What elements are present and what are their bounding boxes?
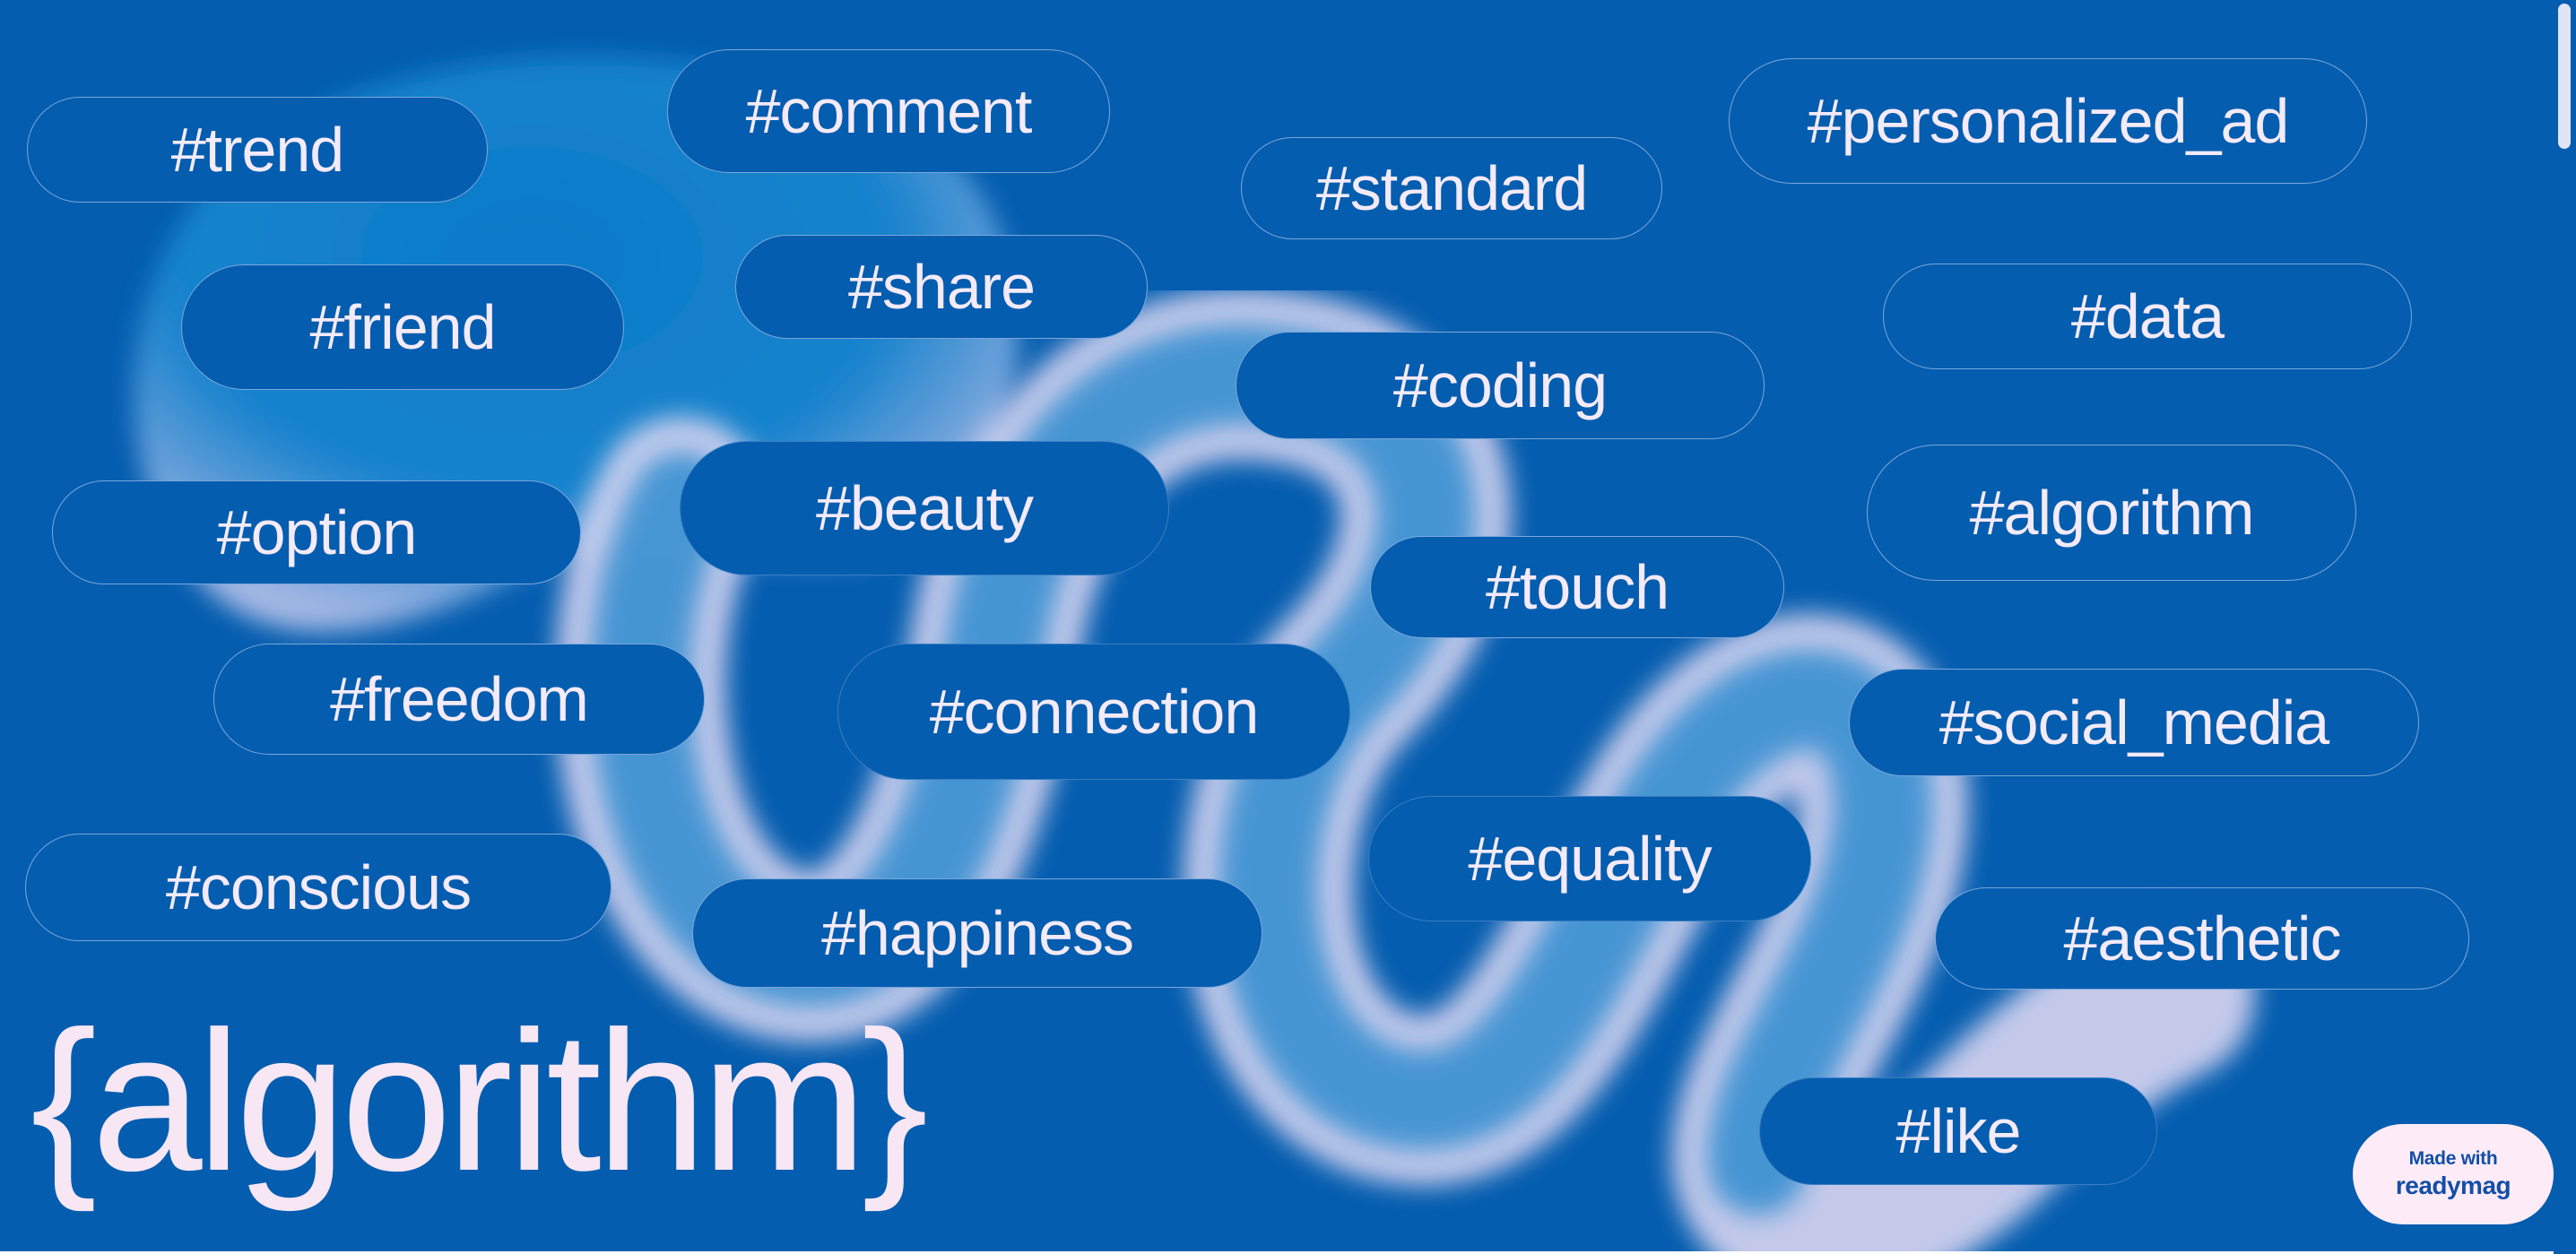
hashtag-happiness[interactable]: #happiness bbox=[692, 878, 1262, 988]
hashtag-personalized-ad[interactable]: #personalized_ad bbox=[1729, 58, 2367, 184]
hashtag-touch[interactable]: #touch bbox=[1370, 536, 1784, 638]
hashtag-like[interactable]: #like bbox=[1759, 1077, 2157, 1185]
hashtag-freedom[interactable]: #freedom bbox=[213, 644, 705, 755]
page-title: {algorithm} bbox=[30, 990, 928, 1213]
page-bottom-edge bbox=[0, 1251, 2554, 1254]
badge-made-with-text: Made with bbox=[2408, 1148, 2498, 1169]
readymag-logo: readymag bbox=[2395, 1172, 2511, 1199]
hashtag-aesthetic[interactable]: #aesthetic bbox=[1935, 887, 2469, 990]
scrollbar-thumb[interactable] bbox=[2558, 4, 2571, 149]
hashtag-option[interactable]: #option bbox=[52, 480, 581, 584]
hashtag-share[interactable]: #share bbox=[735, 235, 1148, 339]
hashtag-standard[interactable]: #standard bbox=[1241, 137, 1662, 239]
hashtag-connection[interactable]: #connection bbox=[837, 644, 1350, 780]
hashtag-conscious[interactable]: #conscious bbox=[25, 834, 611, 941]
hashtag-friend[interactable]: #friend bbox=[181, 264, 624, 390]
made-with-readymag-badge[interactable]: Made with readymag bbox=[2353, 1124, 2554, 1224]
hashtag-data[interactable]: #data bbox=[1883, 264, 2412, 369]
hashtag-algorithm[interactable]: #algorithm bbox=[1867, 445, 2356, 581]
hashtag-social-media[interactable]: #social_media bbox=[1849, 669, 2419, 776]
hashtag-trend[interactable]: #trend bbox=[27, 97, 488, 203]
hashtag-coding[interactable]: #coding bbox=[1236, 332, 1765, 439]
scrollbar-track[interactable] bbox=[2554, 0, 2576, 1254]
hashtag-beauty[interactable]: #beauty bbox=[680, 441, 1169, 575]
hashtag-equality[interactable]: #equality bbox=[1368, 796, 1811, 921]
hashtag-comment[interactable]: #comment bbox=[667, 49, 1110, 173]
